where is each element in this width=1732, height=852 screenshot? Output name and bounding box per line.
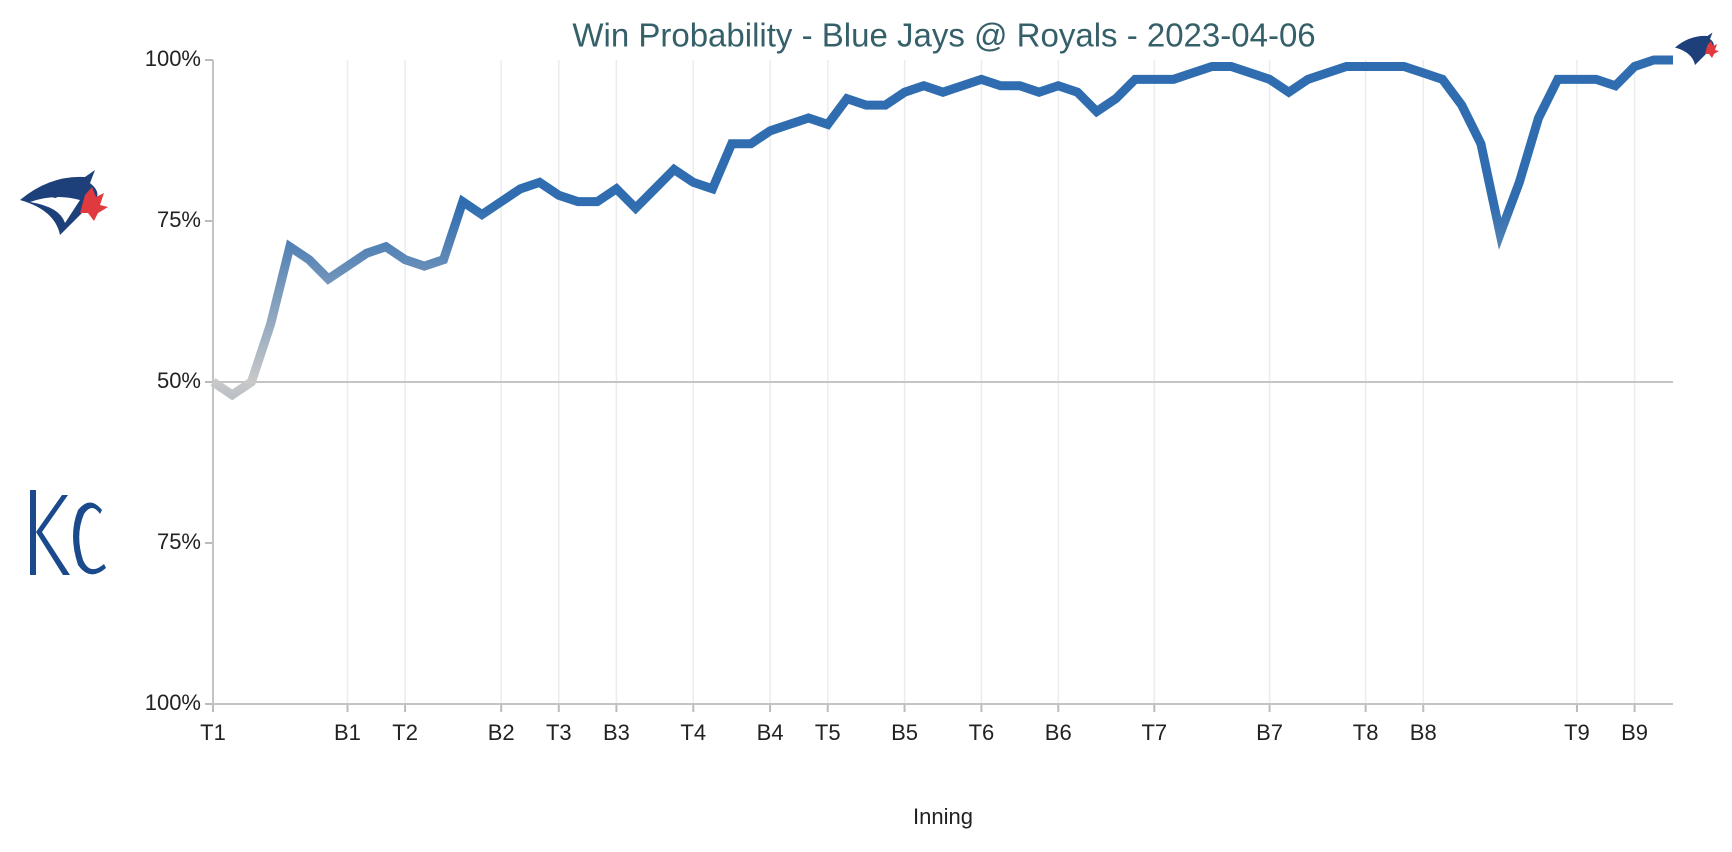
x-tick-label: B5 <box>891 720 918 745</box>
y-tick-label: 100% <box>145 46 201 71</box>
chart-title: Win Probability - Blue Jays @ Royals - 2… <box>572 17 1315 54</box>
x-tick-label: B1 <box>334 720 361 745</box>
x-tick-label: B9 <box>1621 720 1648 745</box>
x-tick-label: B8 <box>1410 720 1437 745</box>
x-tick-label: T3 <box>546 720 572 745</box>
win-probability-line <box>210 55 1673 401</box>
x-tick-label: B2 <box>488 720 515 745</box>
y-tick-label: 50% <box>157 368 201 393</box>
y-tick-label: 75% <box>157 529 201 554</box>
x-tick-label: B3 <box>603 720 630 745</box>
x-tick-label: B6 <box>1045 720 1072 745</box>
y-tick-label: 100% <box>145 690 201 715</box>
blue-jays-logo <box>20 170 108 235</box>
x-tick-label: T5 <box>815 720 841 745</box>
y-tick-label: 75% <box>157 207 201 232</box>
x-tick-label: T4 <box>680 720 706 745</box>
x-tick-label: T9 <box>1564 720 1590 745</box>
x-tick-label: T7 <box>1141 720 1167 745</box>
royals-logo <box>30 490 106 575</box>
x-tick-label: T1 <box>200 720 226 745</box>
x-tick-label: B4 <box>757 720 784 745</box>
x-axis-label: Inning <box>913 804 973 829</box>
blue-jays-logo-small <box>1675 32 1719 65</box>
x-tick-label: T8 <box>1353 720 1379 745</box>
x-tick-label: B7 <box>1256 720 1283 745</box>
x-tick-label: T6 <box>969 720 995 745</box>
x-tick-label: T2 <box>392 720 418 745</box>
